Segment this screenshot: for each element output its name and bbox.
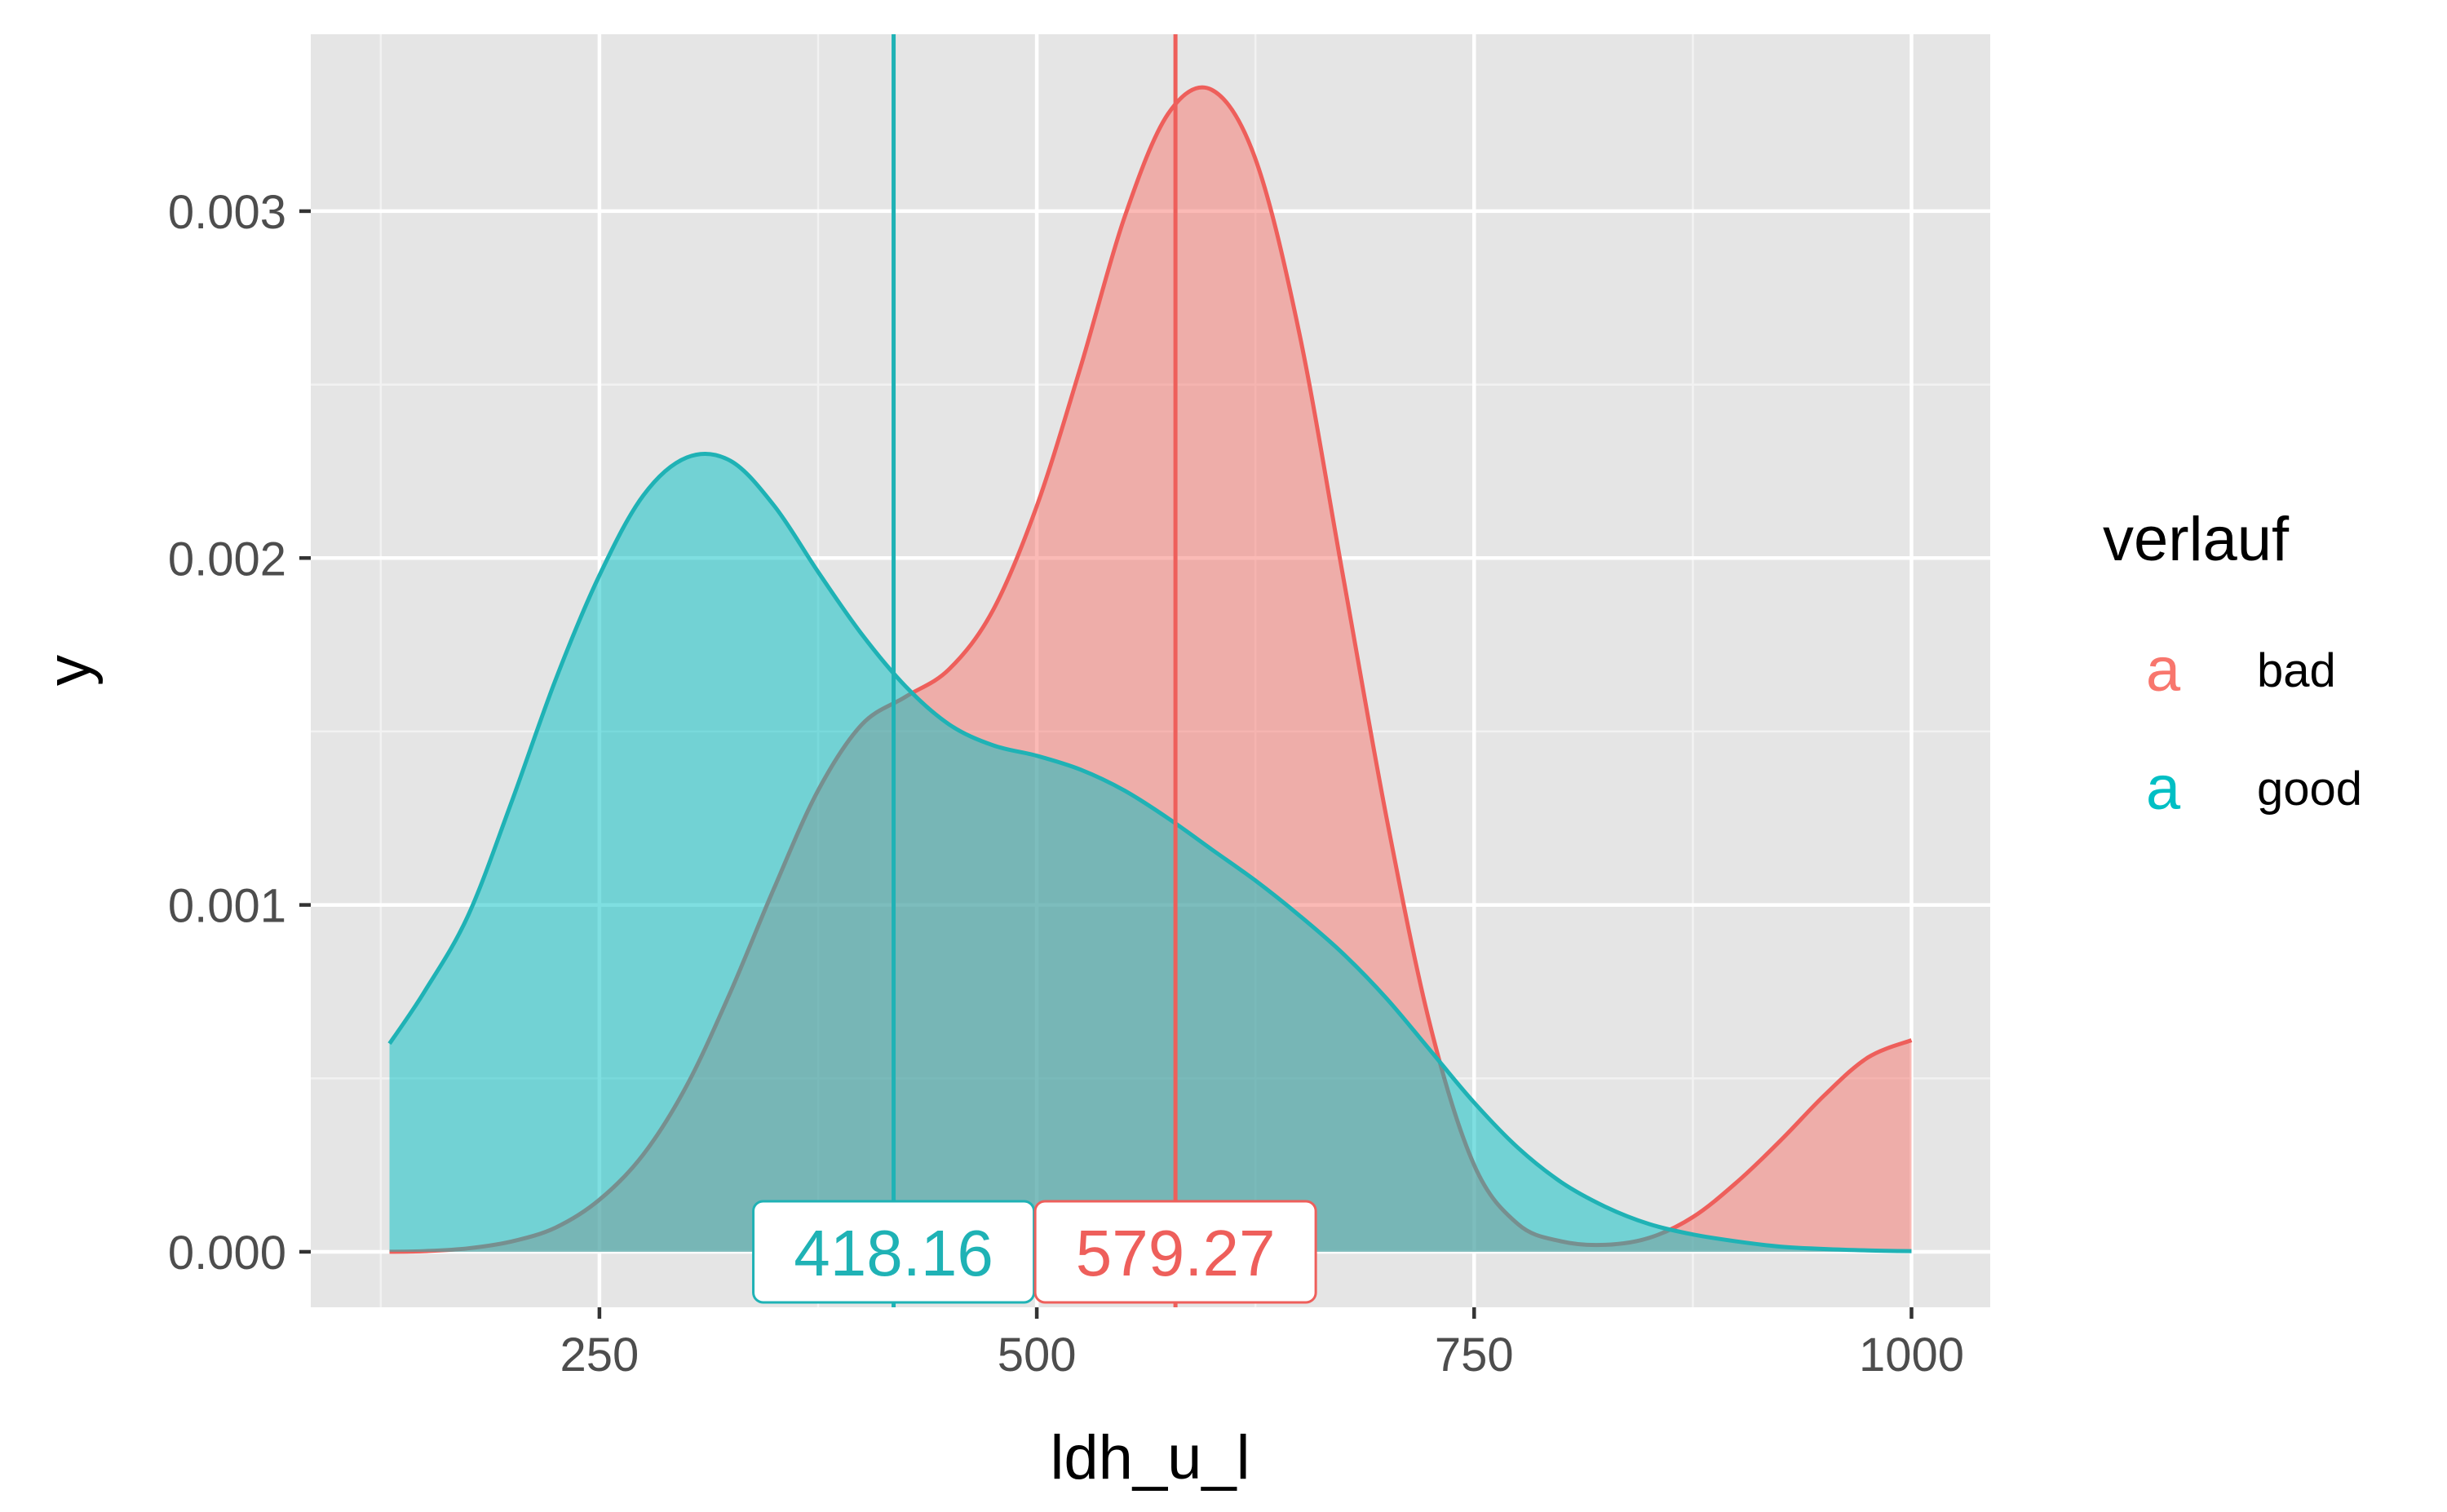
mean-label-box-good	[752, 1200, 1036, 1304]
mean-label-good: 418.16	[752, 1200, 1036, 1304]
density-line-good	[387, 452, 1912, 1253]
mean-lines	[892, 34, 1178, 1307]
y-tick-label: 0.000	[168, 1227, 286, 1280]
mean-label-box-bad	[1033, 1200, 1317, 1304]
x-tick-label: 1000	[1859, 1329, 1964, 1382]
x-axis-title: ldh_u_l	[1050, 1423, 1250, 1492]
mean-label-bad: 579.27	[1033, 1200, 1317, 1304]
legend-title: verlauf	[2103, 505, 2290, 574]
y-tick-label: 0.001	[168, 880, 286, 933]
x-axis: 250 500 750 1000	[560, 1307, 1964, 1382]
y-axis-title: y	[34, 655, 104, 686]
x-tick-label: 750	[1435, 1329, 1514, 1382]
legend: verlauf a bad a good	[2103, 505, 2362, 823]
mean-label-text-good: 418.16	[794, 1217, 993, 1289]
density-area-good	[389, 453, 1912, 1252]
legend-key-bad: a	[2146, 635, 2181, 705]
legend-label-good: good	[2257, 763, 2362, 816]
y-axis: 0.000 0.001 0.002 0.003	[168, 186, 311, 1280]
mean-labels: 418.16 579.27	[752, 1200, 1317, 1304]
y-tick-label: 0.003	[168, 186, 286, 239]
x-tick-label: 500	[998, 1329, 1077, 1382]
x-tick-label: 250	[560, 1329, 639, 1382]
y-tick-label: 0.002	[168, 533, 286, 586]
mean-label-text-bad: 579.27	[1076, 1217, 1276, 1289]
legend-key-good: a	[2146, 754, 2181, 823]
legend-label-bad: bad	[2257, 644, 2336, 697]
density-areas	[387, 85, 1913, 1254]
